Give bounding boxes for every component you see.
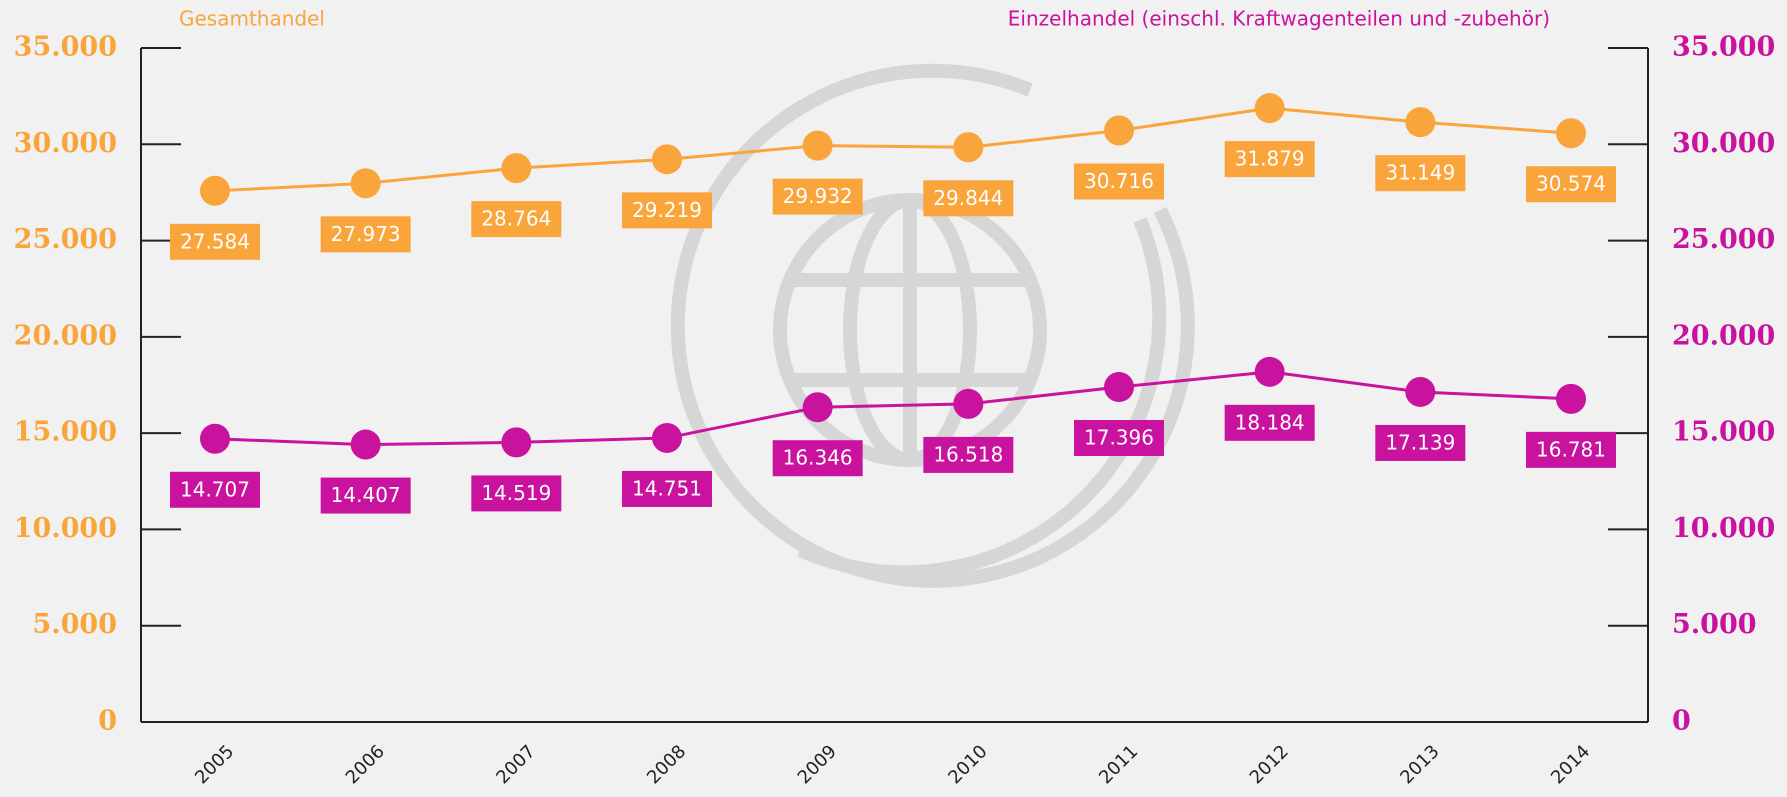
value-label-box xyxy=(1074,163,1164,200)
legend-entry: Gesamthandel xyxy=(179,7,325,31)
y2-tick-label: 15.000 xyxy=(1672,417,1775,448)
value-label-box xyxy=(923,180,1014,217)
value-label-box xyxy=(1224,404,1315,441)
value-label-box xyxy=(622,192,712,229)
value-label: 16.518 xyxy=(933,442,1003,466)
data-point xyxy=(1254,356,1285,387)
value-label-box xyxy=(772,178,863,215)
watermark xyxy=(670,63,1195,588)
y-tick-label: 5.000 xyxy=(32,609,117,640)
data-point xyxy=(501,153,532,184)
value-label: 27.584 xyxy=(180,229,250,253)
value-label-box xyxy=(1074,420,1164,457)
value-label: 29.844 xyxy=(933,186,1003,210)
value-label-box xyxy=(1526,166,1616,203)
value-label-box xyxy=(320,477,411,514)
value-label-box xyxy=(923,436,1014,473)
data-point xyxy=(1405,376,1436,407)
value-label: 17.139 xyxy=(1385,430,1455,454)
value-label: 14.407 xyxy=(331,483,401,507)
y-tick-label: 10.000 xyxy=(14,513,117,544)
y2-tick-label: 10.000 xyxy=(1672,513,1775,544)
data-point xyxy=(953,388,984,419)
y2-tick-label: 30.000 xyxy=(1672,128,1775,159)
value-label: 27.973 xyxy=(331,222,401,246)
data-point xyxy=(1254,93,1285,124)
series-line xyxy=(214,370,1572,447)
value-label: 18.184 xyxy=(1235,410,1305,434)
value-label-box xyxy=(1526,431,1616,468)
data-point xyxy=(1556,383,1586,414)
value-label: 29.219 xyxy=(632,198,702,222)
value-label-box xyxy=(170,223,260,260)
y-tick-label: 35.000 xyxy=(14,32,117,63)
value-label-box xyxy=(772,440,863,477)
series-line xyxy=(214,106,1572,193)
y-tick-label: 20.000 xyxy=(14,320,117,351)
data-point xyxy=(1104,115,1134,146)
value-label: 14.519 xyxy=(481,481,551,505)
y-tick-label: 30.000 xyxy=(14,128,117,159)
data-point xyxy=(1104,372,1134,403)
value-label: 31.879 xyxy=(1235,147,1305,171)
value-label: 30.716 xyxy=(1084,169,1154,193)
y-tick-label: 15.000 xyxy=(14,417,117,448)
value-label-box xyxy=(1375,155,1466,192)
value-label: 16.346 xyxy=(783,446,853,470)
data-point xyxy=(501,427,532,458)
value-label: 14.751 xyxy=(632,476,702,500)
data-point xyxy=(1556,118,1586,149)
value-label: 30.574 xyxy=(1536,172,1606,196)
legend-entry: Einzelhandel (einschl. Kraftwagenteilen … xyxy=(1008,7,1550,31)
data-point xyxy=(200,175,230,206)
value-label: 29.932 xyxy=(783,184,853,208)
watermark-arc xyxy=(670,63,1195,588)
value-label: 28.764 xyxy=(481,207,551,231)
watermark-arc xyxy=(797,217,1167,580)
y2-tick-label: 25.000 xyxy=(1672,224,1775,255)
y2-tick-label: 35.000 xyxy=(1672,32,1775,63)
data-point xyxy=(802,392,833,423)
value-label-box xyxy=(320,216,411,253)
value-label-box xyxy=(471,201,562,238)
data-point xyxy=(953,132,984,163)
data-point xyxy=(652,144,682,175)
value-label-box xyxy=(622,470,712,507)
data-point xyxy=(1405,107,1436,138)
value-label-box xyxy=(1375,424,1466,461)
y-tick-label: 0 xyxy=(98,706,117,737)
value-label: 31.149 xyxy=(1385,161,1455,185)
value-label: 14.707 xyxy=(180,477,250,501)
y2-tick-label: 5.000 xyxy=(1672,609,1757,640)
data-point xyxy=(802,130,833,161)
y-tick-label: 25.000 xyxy=(14,224,117,255)
value-label-box xyxy=(471,475,562,512)
value-label-box xyxy=(1224,141,1315,178)
data-point xyxy=(350,168,381,199)
data-point xyxy=(200,423,230,454)
y2-tick-label: 20.000 xyxy=(1672,320,1775,351)
y2-tick-label: 0 xyxy=(1672,706,1691,737)
data-point xyxy=(350,429,381,460)
data-point xyxy=(652,422,682,453)
value-label: 16.781 xyxy=(1536,437,1606,461)
value-label: 17.396 xyxy=(1084,426,1154,450)
value-label-box xyxy=(170,471,260,508)
